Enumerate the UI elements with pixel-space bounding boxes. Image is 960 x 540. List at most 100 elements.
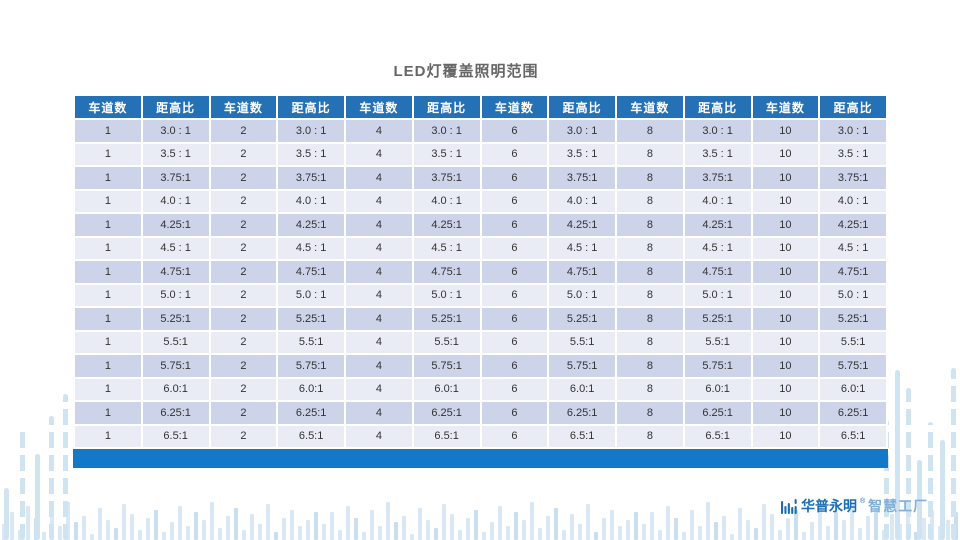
table-cell: 4 — [344, 259, 414, 285]
table-cell: 2 — [208, 165, 279, 191]
table-cell: 1 — [73, 376, 143, 402]
column-header: 车道数 — [750, 94, 821, 120]
table-cell: 5.0 : 1 — [411, 282, 482, 308]
table-cell: 8 — [615, 400, 685, 426]
table-cell: 10 — [750, 423, 821, 449]
table-cell: 1 — [73, 282, 143, 308]
table-cell: 1 — [73, 353, 143, 379]
table-cell: 3.5 : 1 — [411, 141, 482, 167]
header-row: 车道数 距高比 车道数 距高比 车道数 距高比 车道数 距高比 车道数 距高比 车道数 距高比 — [73, 94, 888, 120]
table-cell: 5.5:1 — [818, 329, 888, 355]
table-cell: 4 — [344, 165, 414, 191]
table-cell: 4.25:1 — [818, 212, 888, 238]
table-cell: 6 — [479, 376, 550, 402]
table-cell: 3.75:1 — [547, 165, 617, 191]
table-cell: 5.75:1 — [411, 353, 482, 379]
table-cell: 8 — [615, 235, 685, 261]
table-row: 1 3.0 : 1 2 3.0 : 1 4 3.0 : 1 6 3.0 : 1 8 3.0 : 1… — [73, 118, 888, 144]
table-cell: 4 — [344, 141, 414, 167]
table-cell: 1 — [73, 188, 143, 214]
table-cell: 4.0 : 1 — [682, 188, 753, 214]
table-cell: 2 — [208, 282, 279, 308]
table-cell: 4 — [344, 118, 414, 144]
table-cell: 10 — [750, 329, 821, 355]
table-cell: 6.5:1 — [140, 423, 211, 449]
table-cell: 6.5:1 — [547, 423, 617, 449]
table-cell: 6 — [479, 329, 550, 355]
table-cell: 10 — [750, 165, 821, 191]
table-cell: 3.75:1 — [411, 165, 482, 191]
table-cell: 10 — [750, 188, 821, 214]
table-cell: 3.75:1 — [682, 165, 753, 191]
table-row: 1 5.5:1 2 5.5:1 4 5.5:1 6 5.5:1 8 5.5:1 10 5.5:1 — [73, 329, 888, 355]
table-cell: 4 — [344, 235, 414, 261]
table-cell: 4.0 : 1 — [411, 188, 482, 214]
column-header: 车道数 — [479, 94, 550, 120]
table-cell: 5.5:1 — [682, 329, 753, 355]
table-cell: 4.75:1 — [411, 259, 482, 285]
table-cell: 3.0 : 1 — [547, 118, 617, 144]
column-header: 车道数 — [73, 94, 143, 120]
table-cell: 10 — [750, 235, 821, 261]
table-cell: 2 — [208, 306, 279, 332]
table-row: 1 4.75:1 2 4.75:1 4 4.75:1 6 4.75:1 8 4.75:1 10 4.7… — [73, 259, 888, 285]
table-cell: 4 — [344, 329, 414, 355]
table-cell: 3.0 : 1 — [682, 118, 753, 144]
table-row: 1 5.0 : 1 2 5.0 : 1 4 5.0 : 1 6 5.0 : 1 8 5.0 : 1… — [73, 282, 888, 308]
table-cell: 8 — [615, 353, 685, 379]
table-cell: 10 — [750, 400, 821, 426]
table-cell: 6 — [479, 235, 550, 261]
table-cell: 1 — [73, 165, 143, 191]
table-cell: 5.75:1 — [818, 353, 888, 379]
table-cell: 3.75:1 — [818, 165, 888, 191]
table-cell: 5.75:1 — [547, 353, 617, 379]
table-cell: 6 — [479, 282, 550, 308]
table-cell: 6.0:1 — [276, 376, 346, 402]
table-cell: 4.5 : 1 — [411, 235, 482, 261]
column-header: 车道数 — [344, 94, 414, 120]
table-cell: 3.5 : 1 — [547, 141, 617, 167]
table-cell: 4 — [344, 423, 414, 449]
table-cell: 4.5 : 1 — [682, 235, 753, 261]
table-cell: 4.75:1 — [276, 259, 346, 285]
table-cell: 6.0:1 — [818, 376, 888, 402]
table-cell: 6.25:1 — [682, 400, 753, 426]
table-cell: 5.0 : 1 — [140, 282, 211, 308]
table-cell: 5.75:1 — [682, 353, 753, 379]
table-cell: 1 — [73, 306, 143, 332]
lane-ratio-table: 车道数 距高比 车道数 距高比 车道数 距高比 车道数 距高比 车道数 距高比 车道数 距高比 1 3.… — [73, 94, 888, 449]
table-cell: 4.5 : 1 — [140, 235, 211, 261]
table-cell: 6.25:1 — [547, 400, 617, 426]
table-cell: 4.75:1 — [547, 259, 617, 285]
table-cell: 4.0 : 1 — [140, 188, 211, 214]
table-cell: 2 — [208, 353, 279, 379]
table-cell: 5.0 : 1 — [276, 282, 346, 308]
page-title: LED灯覆盖照明范围 — [393, 63, 539, 80]
table-cell: 6.25:1 — [140, 400, 211, 426]
column-header: 车道数 — [208, 94, 279, 120]
table-cell: 6 — [479, 423, 550, 449]
table-cell: 4.75:1 — [140, 259, 211, 285]
table-cell: 3.5 : 1 — [818, 141, 888, 167]
table-row: 1 3.75:1 2 3.75:1 4 3.75:1 6 3.75:1 8 3.75:1 10 3.7… — [73, 165, 888, 191]
column-header: 距高比 — [547, 94, 617, 120]
table-cell: 4.75:1 — [682, 259, 753, 285]
table-cell: 4 — [344, 306, 414, 332]
column-header: 车道数 — [615, 94, 685, 120]
table-cell: 5.5:1 — [140, 329, 211, 355]
table-cell: 6 — [479, 353, 550, 379]
column-header: 距高比 — [818, 94, 888, 120]
table-cell: 1 — [73, 118, 143, 144]
table-row: 1 6.0:1 2 6.0:1 4 6.0:1 6 6.0:1 8 6.0:1 10 6.0:1 — [73, 376, 888, 402]
table-cell: 4.25:1 — [276, 212, 346, 238]
table-cell: 4 — [344, 376, 414, 402]
table-cell: 5.5:1 — [276, 329, 346, 355]
table-cell: 4.25:1 — [411, 212, 482, 238]
table-cell: 6 — [479, 259, 550, 285]
table-cell: 6.25:1 — [276, 400, 346, 426]
table-cell: 8 — [615, 329, 685, 355]
table-cell: 5.5:1 — [547, 329, 617, 355]
table-cell: 2 — [208, 259, 279, 285]
table-cell: 4.5 : 1 — [276, 235, 346, 261]
